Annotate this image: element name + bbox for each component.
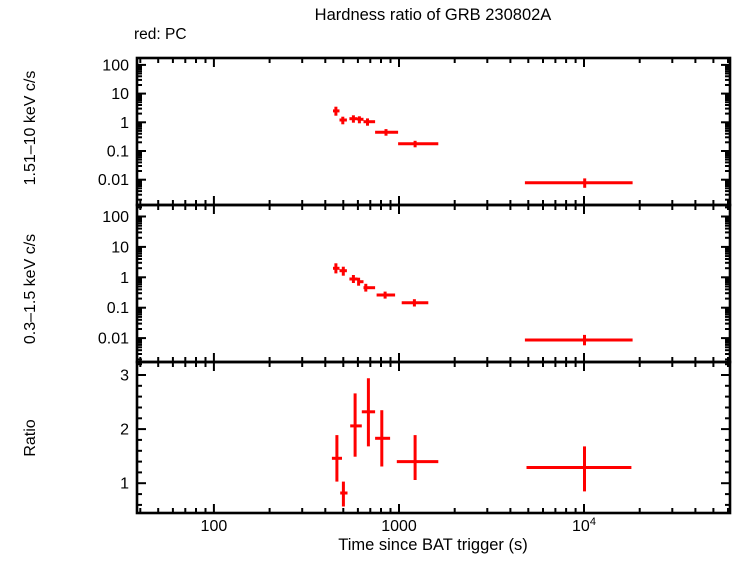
- svg-text:1: 1: [120, 476, 129, 493]
- svg-text:0.1: 0.1: [107, 300, 129, 317]
- svg-text:0.1: 0.1: [107, 144, 129, 161]
- svg-text:100: 100: [102, 57, 129, 74]
- mode-legend-label: red: PC: [134, 26, 187, 43]
- svg-text:1: 1: [120, 270, 129, 287]
- svg-text:100: 100: [102, 209, 129, 226]
- series-ratio: [331, 378, 632, 507]
- chart-title: Hardness ratio of GRB 230802A: [314, 6, 552, 24]
- svg-text:3: 3: [120, 368, 129, 385]
- panel-ratio: 1 2 3: [120, 360, 732, 515]
- series-soft-band-rate: [333, 263, 633, 346]
- panel-soft-band-rate: 100 10 1 0.1 0.01: [98, 203, 732, 364]
- svg-text:2: 2: [120, 422, 129, 439]
- x-tick-label: 100: [201, 518, 228, 535]
- x-tick-label: 104: [572, 516, 596, 535]
- svg-text:10: 10: [111, 239, 129, 256]
- x-tick-label: 1000: [381, 518, 417, 535]
- svg-text:0.01: 0.01: [98, 172, 129, 189]
- series-hard-band-rate: [333, 106, 633, 188]
- svg-text:0.01: 0.01: [98, 331, 129, 348]
- svg-text:1: 1: [120, 115, 129, 132]
- panel-hard-band-rate: 100 10 1 0.1 0.01: [98, 56, 732, 207]
- x-axis-title: Time since BAT trigger (s): [338, 536, 528, 554]
- svg-text:10: 10: [111, 86, 129, 103]
